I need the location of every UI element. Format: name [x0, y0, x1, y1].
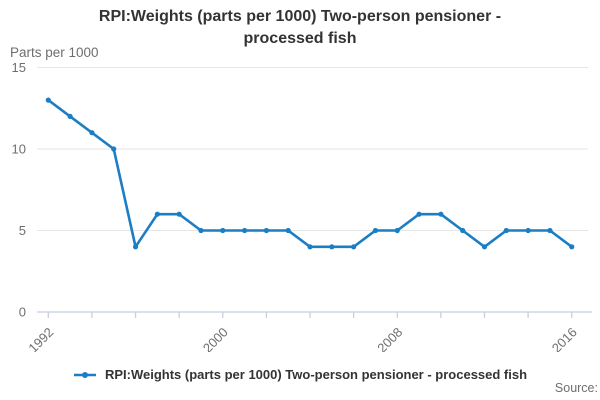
data-point[interactable]	[569, 244, 575, 250]
x-tick-label: 2000	[200, 325, 231, 352]
y-axis-unit-label: Parts per 1000	[10, 45, 99, 60]
source-label: Source:	[554, 381, 598, 395]
line-chart-plot: 0 5 10 15 1992 2000 2008 2016	[12, 60, 592, 352]
data-point[interactable]	[132, 244, 139, 250]
data-point[interactable]	[438, 211, 444, 217]
data-point[interactable]	[547, 227, 553, 234]
data-point[interactable]	[329, 244, 335, 250]
y-tick-label: 15	[12, 60, 26, 75]
series-line	[46, 98, 574, 249]
data-point[interactable]	[176, 211, 182, 217]
data-point[interactable]	[503, 227, 509, 234]
y-tick-label: 0	[19, 305, 26, 320]
data-point[interactable]	[481, 244, 488, 250]
data-point[interactable]	[372, 227, 379, 234]
legend[interactable]: RPI:Weights (parts per 1000) Two-person …	[0, 367, 600, 382]
data-point[interactable]	[263, 227, 269, 234]
y-tick-label: 5	[19, 223, 26, 238]
data-point[interactable]	[154, 211, 160, 217]
data-point[interactable]	[198, 227, 204, 234]
legend-label: RPI:Weights (parts per 1000) Two-person …	[104, 367, 528, 382]
data-point[interactable]	[45, 97, 51, 103]
data-point[interactable]	[285, 227, 291, 234]
data-point[interactable]	[67, 113, 73, 119]
data-point[interactable]	[220, 227, 226, 234]
chart-title: RPI:Weights (parts per 1000) Two-person …	[98, 8, 502, 48]
data-point[interactable]	[111, 146, 117, 152]
data-point[interactable]	[460, 227, 466, 234]
legend-line-marker-icon	[73, 371, 96, 378]
data-point[interactable]	[351, 244, 357, 250]
data-point[interactable]	[525, 227, 531, 234]
data-point[interactable]	[241, 227, 248, 234]
data-point[interactable]	[394, 227, 400, 234]
data-point[interactable]	[89, 130, 95, 136]
data-point[interactable]	[416, 211, 422, 217]
x-tick-label: 2016	[549, 325, 580, 352]
x-tick-label: 2008	[374, 325, 405, 352]
y-tick-label: 10	[12, 142, 26, 157]
data-point[interactable]	[307, 244, 313, 250]
x-tick-label: 1992	[25, 325, 56, 352]
